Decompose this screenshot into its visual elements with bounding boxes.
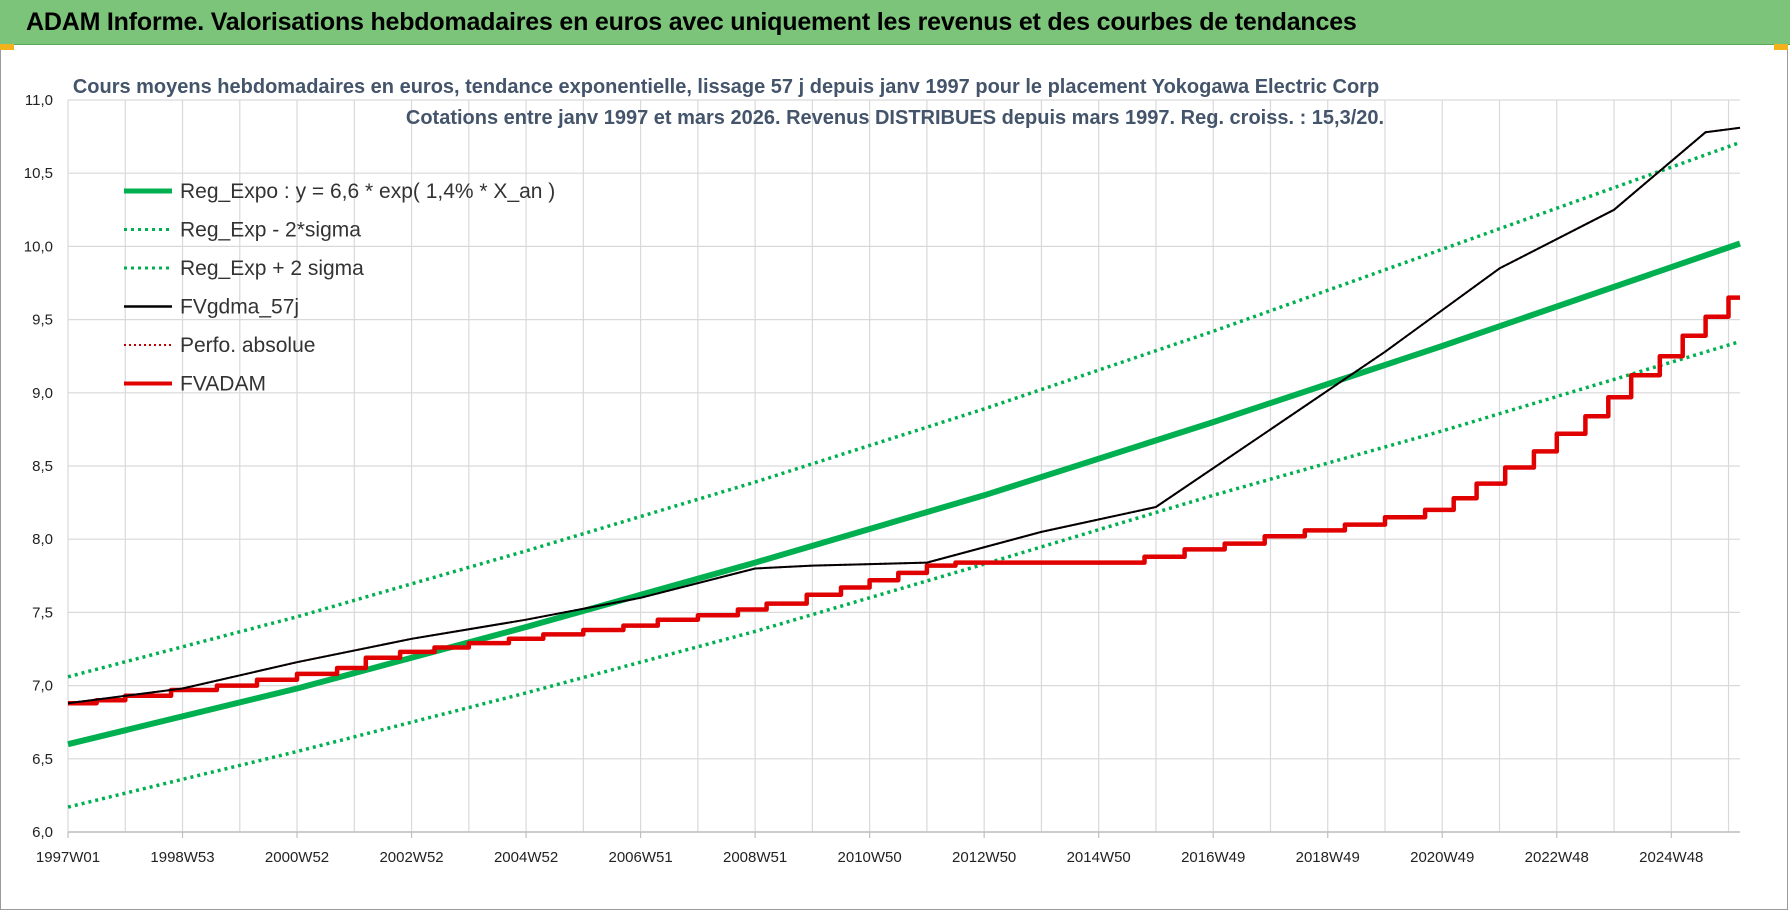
x-tick-label: 2008W51 — [723, 849, 787, 866]
legend-label: FVgdma_57j — [180, 296, 299, 319]
gridlines — [67, 99, 1740, 833]
x-tick-label: 2022W48 — [1525, 849, 1589, 866]
y-tick-label: 7,0 — [32, 678, 53, 695]
x-tick-label: 2000W52 — [265, 849, 329, 866]
chart-subtitle: Cotations entre janv 1997 et mars 2026. … — [406, 107, 1384, 129]
y-tick-label: 6,5 — [32, 751, 53, 768]
chart-frame — [0, 44, 1788, 910]
series-perfo-absolue — [67, 126, 1741, 705]
y-tick-label: 8,0 — [32, 531, 53, 548]
legend-label: Perfo. absolue — [180, 334, 315, 357]
x-tick-label: 2020W49 — [1410, 849, 1474, 866]
x-tick-label: 1997W01 — [36, 849, 100, 866]
y-tick-label: 6,0 — [32, 824, 53, 841]
y-tick-label: 10,5 — [24, 165, 53, 182]
legend-label: Reg_Exp + 2 sigma — [180, 257, 364, 280]
x-tick-label: 2016W49 — [1181, 849, 1245, 866]
x-tick-label: 2018W49 — [1296, 849, 1360, 866]
x-tick-label: 2024W48 — [1639, 849, 1703, 866]
series-reg-minus-2sigma — [67, 339, 1741, 809]
x-tick-label: 2004W52 — [494, 849, 558, 866]
banner: ADAM Informe. Valorisations hebdomadaire… — [0, 0, 1790, 45]
x-tick-label: 2006W51 — [608, 849, 672, 866]
y-tick-label: 10,0 — [24, 238, 53, 255]
chart-title: Cours moyens hebdomadaires en euros, ten… — [73, 76, 1379, 98]
y-axis-ticks: 6,0 6,5 7,0 7,5 8,0 8,5 9,0 9,5 10,0 10,5 11,0 — [24, 92, 53, 841]
x-tick-label: 2014W50 — [1067, 849, 1131, 866]
series-lines — [67, 126, 1741, 809]
series-fvgdma — [67, 126, 1741, 705]
y-tick-label: 11,0 — [25, 92, 53, 109]
y-tick-label: 7,5 — [32, 604, 53, 621]
series-fvadam — [68, 295, 1740, 706]
legend-label: Reg_Expo : y = 6,6 * exp( 1,4% * X_an ) — [180, 180, 555, 203]
x-tick-label: 2002W52 — [379, 849, 443, 866]
series-reg-plus-2sigma — [67, 140, 1741, 679]
x-axis-ticks: 1997W01 1998W53 2000W52 2002W52 2004W52 2006W… — [36, 832, 1703, 866]
corner-mark-right — [1774, 44, 1788, 50]
legend: Reg_Expo : y = 6,6 * exp( 1,4% * X_an ) R… — [124, 180, 555, 396]
legend-label: FVADAM — [180, 373, 266, 396]
x-tick-label: 2010W50 — [838, 849, 902, 866]
y-tick-label: 9,5 — [32, 312, 53, 329]
y-tick-label: 9,0 — [32, 385, 53, 402]
x-tick-label: 2012W50 — [952, 849, 1016, 866]
x-tick-label: 1998W53 — [150, 849, 214, 866]
corner-mark-left — [0, 44, 14, 50]
series-reg-expo — [67, 240, 1741, 748]
legend-label: Reg_Exp - 2*sigma — [180, 219, 361, 242]
banner-title: ADAM Informe. Valorisations hebdomadaire… — [26, 8, 1357, 36]
y-tick-label: 8,5 — [32, 458, 53, 475]
